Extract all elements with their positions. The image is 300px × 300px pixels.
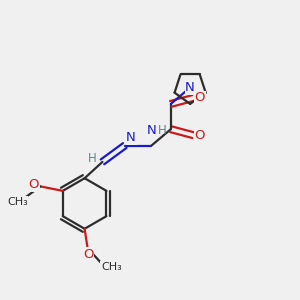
Text: N: N [185,81,195,94]
Text: N: N [147,124,156,137]
Text: O: O [83,248,93,260]
Text: O: O [29,178,39,191]
Text: H: H [88,152,96,165]
Text: O: O [194,129,205,142]
Text: CH₃: CH₃ [7,197,28,207]
Text: CH₃: CH₃ [101,262,122,272]
Text: H: H [158,124,166,137]
Text: N: N [126,131,136,144]
Text: O: O [194,92,205,104]
